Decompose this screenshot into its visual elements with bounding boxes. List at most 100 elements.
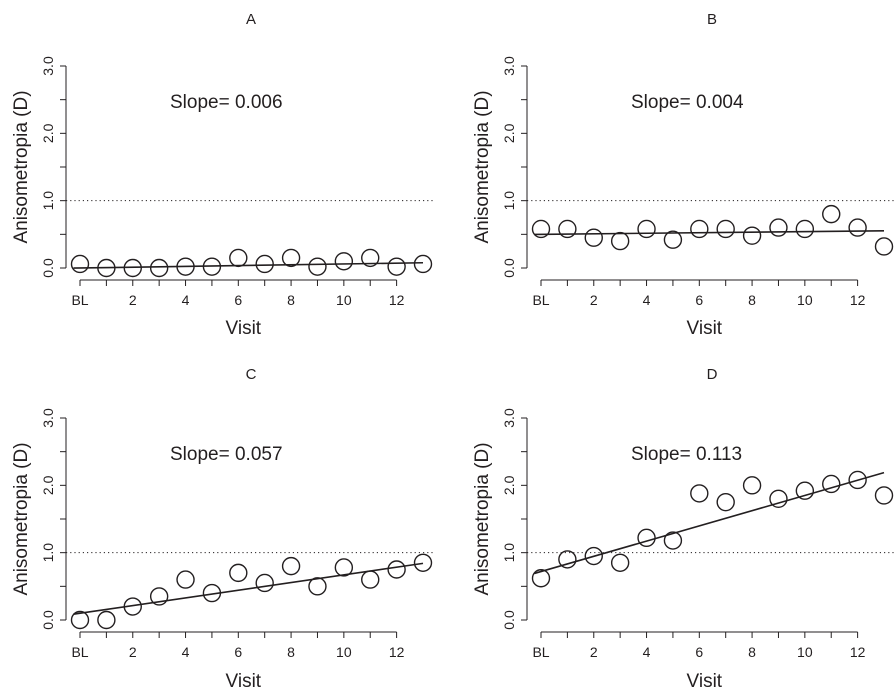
data-point (795, 219, 815, 239)
data-point (716, 492, 735, 512)
data-point (413, 254, 433, 274)
data-point (361, 570, 380, 589)
y-axis-label: Anisometropia (D) (11, 90, 32, 243)
slope-annotation: Slope= 0.006 (170, 92, 283, 113)
y-tick-label: 0.0 (40, 258, 56, 278)
data-point (202, 583, 222, 603)
panel-B: B 0.0 1.0 2.0 3.0 BL 2 4 6 8 10 12 Anisometropia (D)… (472, 11, 895, 339)
data-point (229, 563, 248, 583)
regression-line (73, 562, 424, 616)
data-point (742, 226, 762, 245)
data-point (70, 610, 90, 630)
y-axis-label: Anisometropia (D) (472, 442, 493, 595)
data-point (281, 248, 301, 268)
y-tick-label: 3.0 (501, 56, 517, 76)
panel-C: C 0.0 1.0 2.0 3.0 BL 2 4 6 8 10 12 Anisometropia (D)… (11, 366, 435, 692)
data-point (413, 553, 433, 572)
x-tick-label: 2 (129, 292, 137, 308)
data-point (716, 219, 735, 239)
regression-line (534, 471, 885, 575)
x-tick-label: 8 (748, 292, 756, 308)
panel-title: C (246, 366, 257, 383)
x-tick-label: 8 (748, 644, 756, 660)
x-tick-label: 4 (182, 292, 190, 308)
data-point (97, 258, 116, 278)
data-point (637, 219, 656, 239)
y-tick-label: 2.0 (40, 475, 56, 495)
x-tick-label: 2 (590, 644, 598, 660)
x-axis-label: Visit (687, 318, 723, 339)
x-tick-label: 12 (389, 644, 405, 660)
x-tick-label: 6 (234, 292, 242, 308)
data-point (308, 577, 327, 596)
x-tick-label: BL (532, 292, 549, 308)
x-tick-label: 12 (850, 292, 866, 308)
x-tick-label: 10 (797, 292, 813, 308)
x-tick-label: 2 (590, 292, 598, 308)
y-tick-label: 3.0 (501, 408, 517, 428)
x-tick-label: BL (71, 292, 88, 308)
y-tick-label: 2.0 (501, 475, 517, 495)
x-tick-label: 4 (643, 644, 651, 660)
y-axis-label: Anisometropia (D) (11, 442, 32, 595)
y-tick-label: 1.0 (501, 543, 517, 563)
x-tick-label: 6 (234, 644, 242, 660)
y-axis-label: Anisometropia (D) (472, 90, 493, 243)
data-point (874, 237, 894, 256)
x-axis-label: Visit (687, 671, 723, 692)
x-tick-label: 8 (287, 292, 295, 308)
data-point (610, 231, 630, 251)
data-point (70, 254, 90, 274)
data-point (795, 481, 815, 500)
data-point (584, 228, 603, 247)
data-point (584, 546, 603, 566)
x-axis-label: Visit (226, 671, 262, 692)
data-point (690, 484, 709, 503)
data-point (281, 556, 301, 576)
data-point (769, 218, 788, 237)
x-tick-label: 2 (129, 644, 137, 660)
y-tick-label: 2.0 (40, 123, 56, 143)
data-point (848, 470, 867, 490)
x-tick-label: 8 (287, 644, 295, 660)
y-tick-label: 1.0 (501, 191, 517, 211)
data-point (558, 219, 577, 239)
y-tick-label: 1.0 (40, 191, 56, 211)
slope-annotation: Slope= 0.004 (631, 92, 744, 113)
y-tick-label: 2.0 (501, 123, 517, 143)
y-tick-label: 0.0 (40, 610, 56, 630)
y-tick-label: 3.0 (40, 56, 56, 76)
data-point (255, 254, 274, 274)
data-point (637, 528, 656, 548)
data-point (123, 258, 142, 278)
x-tick-label: 12 (389, 292, 405, 308)
y-tick-label: 1.0 (40, 543, 56, 563)
data-point (663, 531, 683, 550)
data-point (149, 587, 169, 606)
data-point (848, 218, 867, 237)
panel-title: B (707, 11, 717, 28)
data-point (308, 257, 327, 276)
x-tick-label: 6 (695, 292, 703, 308)
data-point (149, 258, 169, 278)
x-axis-label: Visit (226, 318, 262, 339)
x-tick-label: 4 (182, 644, 190, 660)
data-point (176, 570, 195, 589)
data-point (202, 257, 222, 276)
data-point (742, 476, 762, 495)
data-point (610, 553, 630, 572)
x-tick-label: 10 (336, 292, 352, 308)
data-point (123, 597, 142, 616)
y-tick-label: 3.0 (40, 408, 56, 428)
x-tick-label: 6 (695, 644, 703, 660)
x-tick-label: 10 (336, 644, 352, 660)
x-tick-label: 12 (850, 644, 866, 660)
data-point (663, 230, 683, 249)
data-point (97, 610, 116, 630)
x-tick-label: BL (71, 644, 88, 660)
data-point (176, 257, 195, 276)
data-point (769, 489, 788, 508)
data-point (531, 569, 551, 588)
x-tick-label: 4 (643, 292, 651, 308)
data-point (558, 550, 577, 569)
